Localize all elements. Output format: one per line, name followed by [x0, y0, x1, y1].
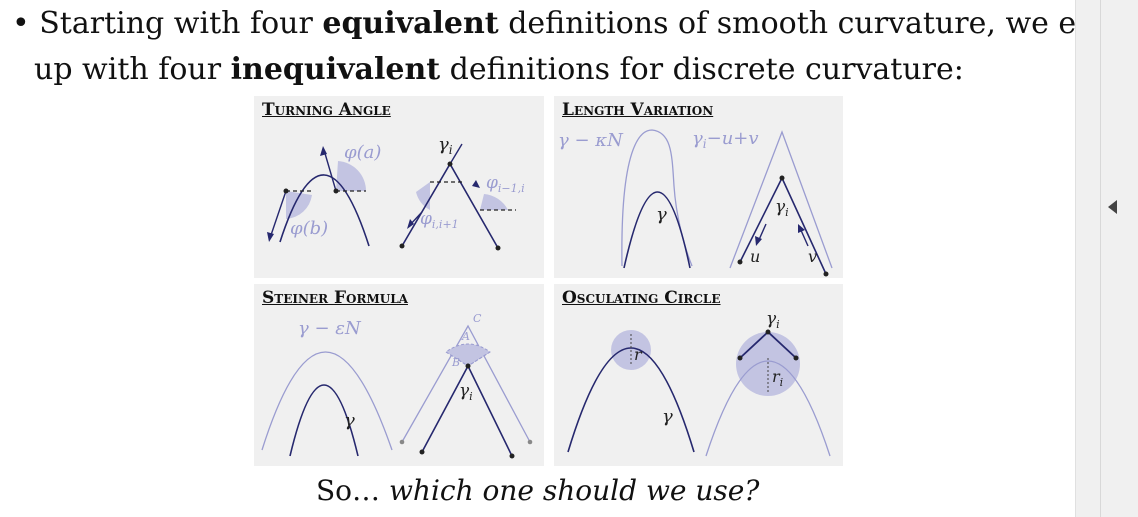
offset-curve: [261, 351, 393, 451]
label-v: v: [808, 247, 817, 266]
label-gamma-i: γi: [459, 381, 473, 403]
label-phi-a: φ(a): [344, 142, 381, 163]
label-phi-b: φ(b): [290, 218, 328, 239]
steiner-formula-figure: γ − εN γ A B C γi: [261, 312, 533, 459]
tangent-a: [323, 149, 337, 192]
panel-title-length-variation: Length Variation: [562, 100, 714, 120]
label-gamma-i: γi: [438, 134, 453, 157]
offset-curve: [621, 129, 693, 267]
conclusion-question: which one should we use?: [388, 474, 760, 507]
panel-osculating-circle: r γ ri γi Osculating Circle: [554, 284, 843, 466]
varied-curve: [729, 130, 833, 269]
label-gamma-i: γi: [775, 197, 789, 219]
smooth-curve: [279, 174, 370, 247]
line1-text-b: definitions of smooth curvature, we ende…: [498, 6, 1138, 41]
label-gamma-eN: γ − εN: [298, 318, 362, 339]
smooth-curve-2: [705, 360, 831, 457]
bullet-line-2: up with four inequivalent definitions fo…: [34, 52, 964, 88]
conclusion-prefix: So…: [316, 474, 389, 507]
label-gamma-i: γi: [766, 309, 780, 331]
collapse-arrow-icon[interactable]: [1108, 200, 1117, 214]
label-r: r: [634, 345, 643, 364]
label-phi-prev: φi−1,i: [486, 173, 525, 195]
panel-title-turning-angle: Turning Angle: [262, 100, 391, 120]
turning-sector-top: [336, 161, 367, 191]
line2-text-a: up with four: [34, 52, 231, 87]
discrete-curve: [421, 364, 513, 457]
tangent-b: [269, 190, 287, 239]
offset-polygon: [401, 324, 531, 443]
label-r-i: ri: [772, 367, 783, 389]
panel-length-variation: γ − κN γ γi−u+v γi u v Length Variation: [554, 96, 843, 278]
bullet-line-1: • Starting with four equivalent definiti…: [12, 6, 1138, 42]
line2-bold: inequivalent: [230, 52, 441, 87]
line2-text-b: definitions for discrete curvature:: [440, 52, 964, 87]
edge-ext-prev: [449, 143, 463, 165]
conclusion-text: So… which one should we use?: [316, 474, 759, 507]
line1-bold: equivalent: [322, 6, 499, 41]
sector-prev: [416, 182, 430, 210]
label-C: C: [473, 312, 482, 325]
label-A: A: [461, 330, 470, 343]
label-gamma-kN: γ − κN: [558, 130, 624, 151]
label-B: B: [451, 356, 460, 369]
sector-next: [480, 194, 508, 210]
panel-steiner-formula: γ − εN γ A B C γi Steiner Formula: [254, 284, 544, 466]
tangent-b-arrow: [267, 232, 274, 242]
length-variation-figure: γ − κN γ γi−u+v γi u v: [558, 128, 833, 277]
bullet-marker: •: [12, 6, 30, 41]
sidebar-divider: [1100, 0, 1101, 517]
panel-title-osculating-circle: Osculating Circle: [562, 288, 721, 308]
smooth-curve: [289, 384, 359, 457]
label-gamma: γ: [656, 204, 667, 225]
panel-turning-angle: φ(a) φ(b) γi φi−1,i φi,i+1 Turning Angle: [254, 96, 544, 278]
smooth-curve: [567, 347, 695, 453]
turning-angle-figure: φ(a) φ(b) γi φi−1,i φi,i+1: [267, 134, 525, 251]
right-sidebar: [1075, 0, 1138, 517]
osculating-circle-figure: r γ ri γi: [567, 309, 831, 457]
label-u: u: [750, 247, 760, 266]
turning-sector-bottom: [286, 191, 312, 219]
panel-title-steiner-formula: Steiner Formula: [262, 288, 408, 308]
line1-text-a: Starting with four: [39, 6, 323, 41]
label-phi-next: φi,i+1: [420, 209, 459, 231]
label-gamma-uv: γi−u+v: [692, 128, 759, 151]
smooth-curve: [623, 191, 691, 269]
label-gamma: γ: [662, 406, 673, 427]
label-gamma: γ: [344, 410, 355, 431]
tangent-a-arrow: [320, 146, 327, 156]
